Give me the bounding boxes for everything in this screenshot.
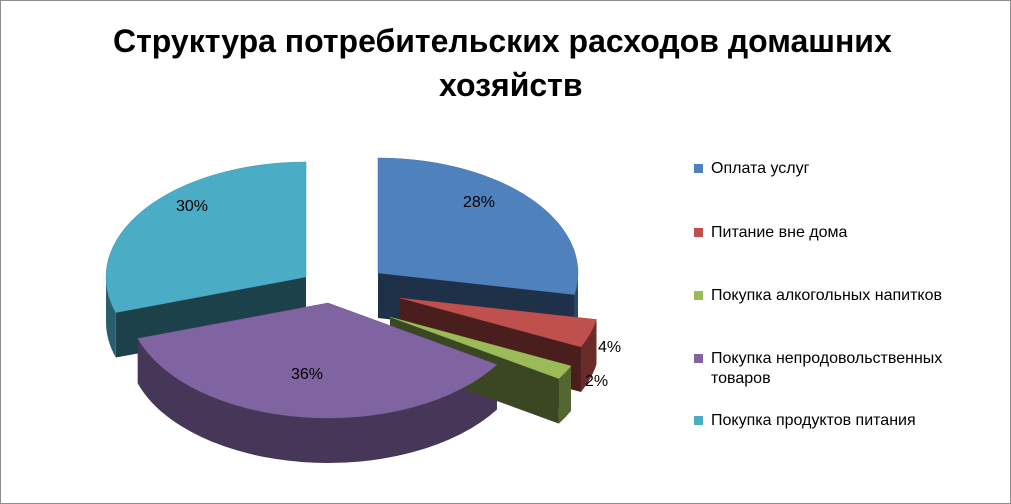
- legend-swatch-nonfood: [694, 354, 703, 363]
- legend-label-nonfood: Покупка непродовольственных товаров: [711, 350, 943, 387]
- legend-swatch-food: [694, 416, 703, 425]
- pie-top-faces: [105, 157, 597, 419]
- pie-slice-alcohol: [389, 316, 572, 379]
- legend-label-alcohol: Покупка алкогольных напитков: [711, 287, 942, 304]
- pie-slice-eating-out: [399, 297, 597, 348]
- chart-title-line-1: Структура потребительских расходов домаш…: [113, 23, 892, 59]
- pie-rim-alcohol: [558, 365, 571, 424]
- data-label-food: 30%: [176, 198, 209, 215]
- data-label-alcohol: 2%: [585, 373, 609, 390]
- data-label-nonfood: 36%: [291, 366, 324, 383]
- pie-rim-food: [106, 277, 116, 358]
- pie-rim-eating-out: [580, 319, 597, 392]
- data-label-services: 28%: [463, 194, 496, 211]
- legend-swatch-services: [694, 164, 703, 173]
- data-label-eating-out: 4%: [598, 339, 622, 356]
- legend-swatch-eating-out: [694, 228, 703, 237]
- legend-label-services: Оплата услуг: [711, 160, 810, 177]
- pie-rim-nonfood: [137, 338, 497, 463]
- legend-label-eating-out: Питание вне дома: [711, 224, 848, 241]
- pie-slice-nonfood: [137, 302, 498, 419]
- pie-slice-services: [377, 157, 579, 295]
- legend-label-food: Покупка продуктов питания: [711, 412, 916, 429]
- pie-slice-food: [105, 161, 307, 313]
- chart-title-line-2: хозяйств: [439, 67, 583, 103]
- legend-swatch-alcohol: [694, 291, 703, 300]
